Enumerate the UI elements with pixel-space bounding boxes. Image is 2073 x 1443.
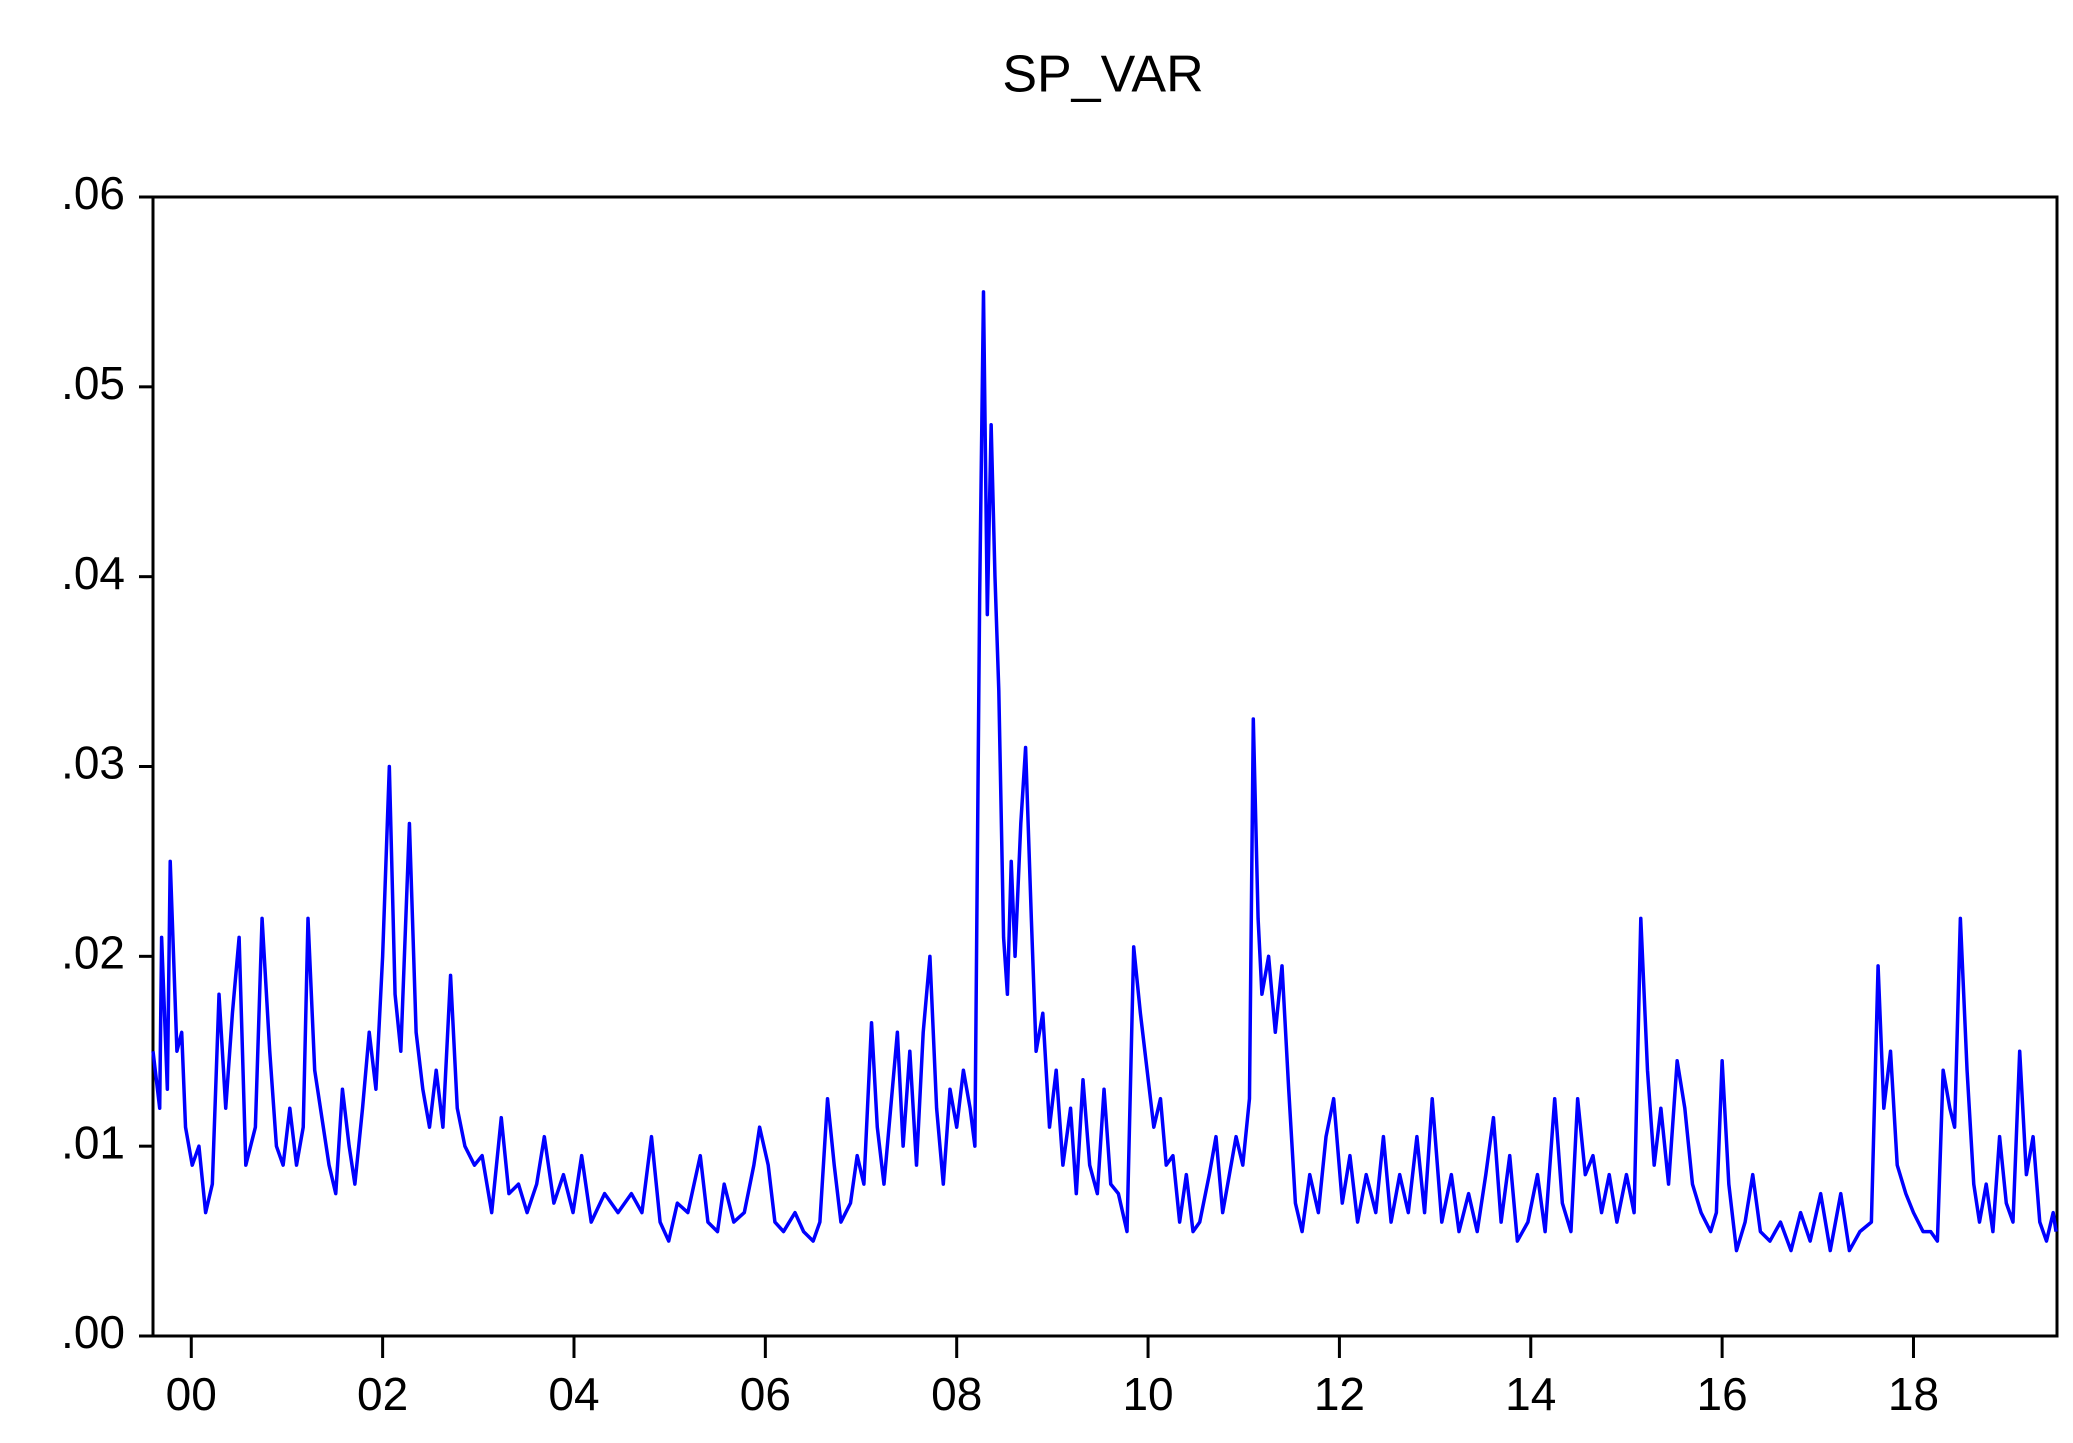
x-tick-label: 02	[357, 1368, 408, 1420]
y-tick-label: .04	[61, 547, 125, 599]
x-tick-label: 04	[548, 1368, 599, 1420]
x-tick-label: 14	[1505, 1368, 1556, 1420]
y-tick-label: .03	[61, 737, 125, 789]
x-tick-label: 00	[166, 1368, 217, 1420]
x-tick-label: 18	[1888, 1368, 1939, 1420]
x-tick-label: 08	[931, 1368, 982, 1420]
chart-title: SP_VAR	[1002, 46, 1203, 104]
x-tick-label: 06	[740, 1368, 791, 1420]
x-tick-label: 10	[1122, 1368, 1173, 1420]
series-line	[151, 290, 2058, 1253]
y-tick-label: .01	[61, 1116, 125, 1168]
y-tick-label: .05	[61, 357, 125, 409]
x-tick-label: 16	[1697, 1368, 1748, 1420]
y-tick-label: .06	[61, 167, 125, 219]
y-tick-label: .02	[61, 926, 125, 978]
x-tick-label: 12	[1314, 1368, 1365, 1420]
y-tick-label: .00	[61, 1306, 125, 1358]
